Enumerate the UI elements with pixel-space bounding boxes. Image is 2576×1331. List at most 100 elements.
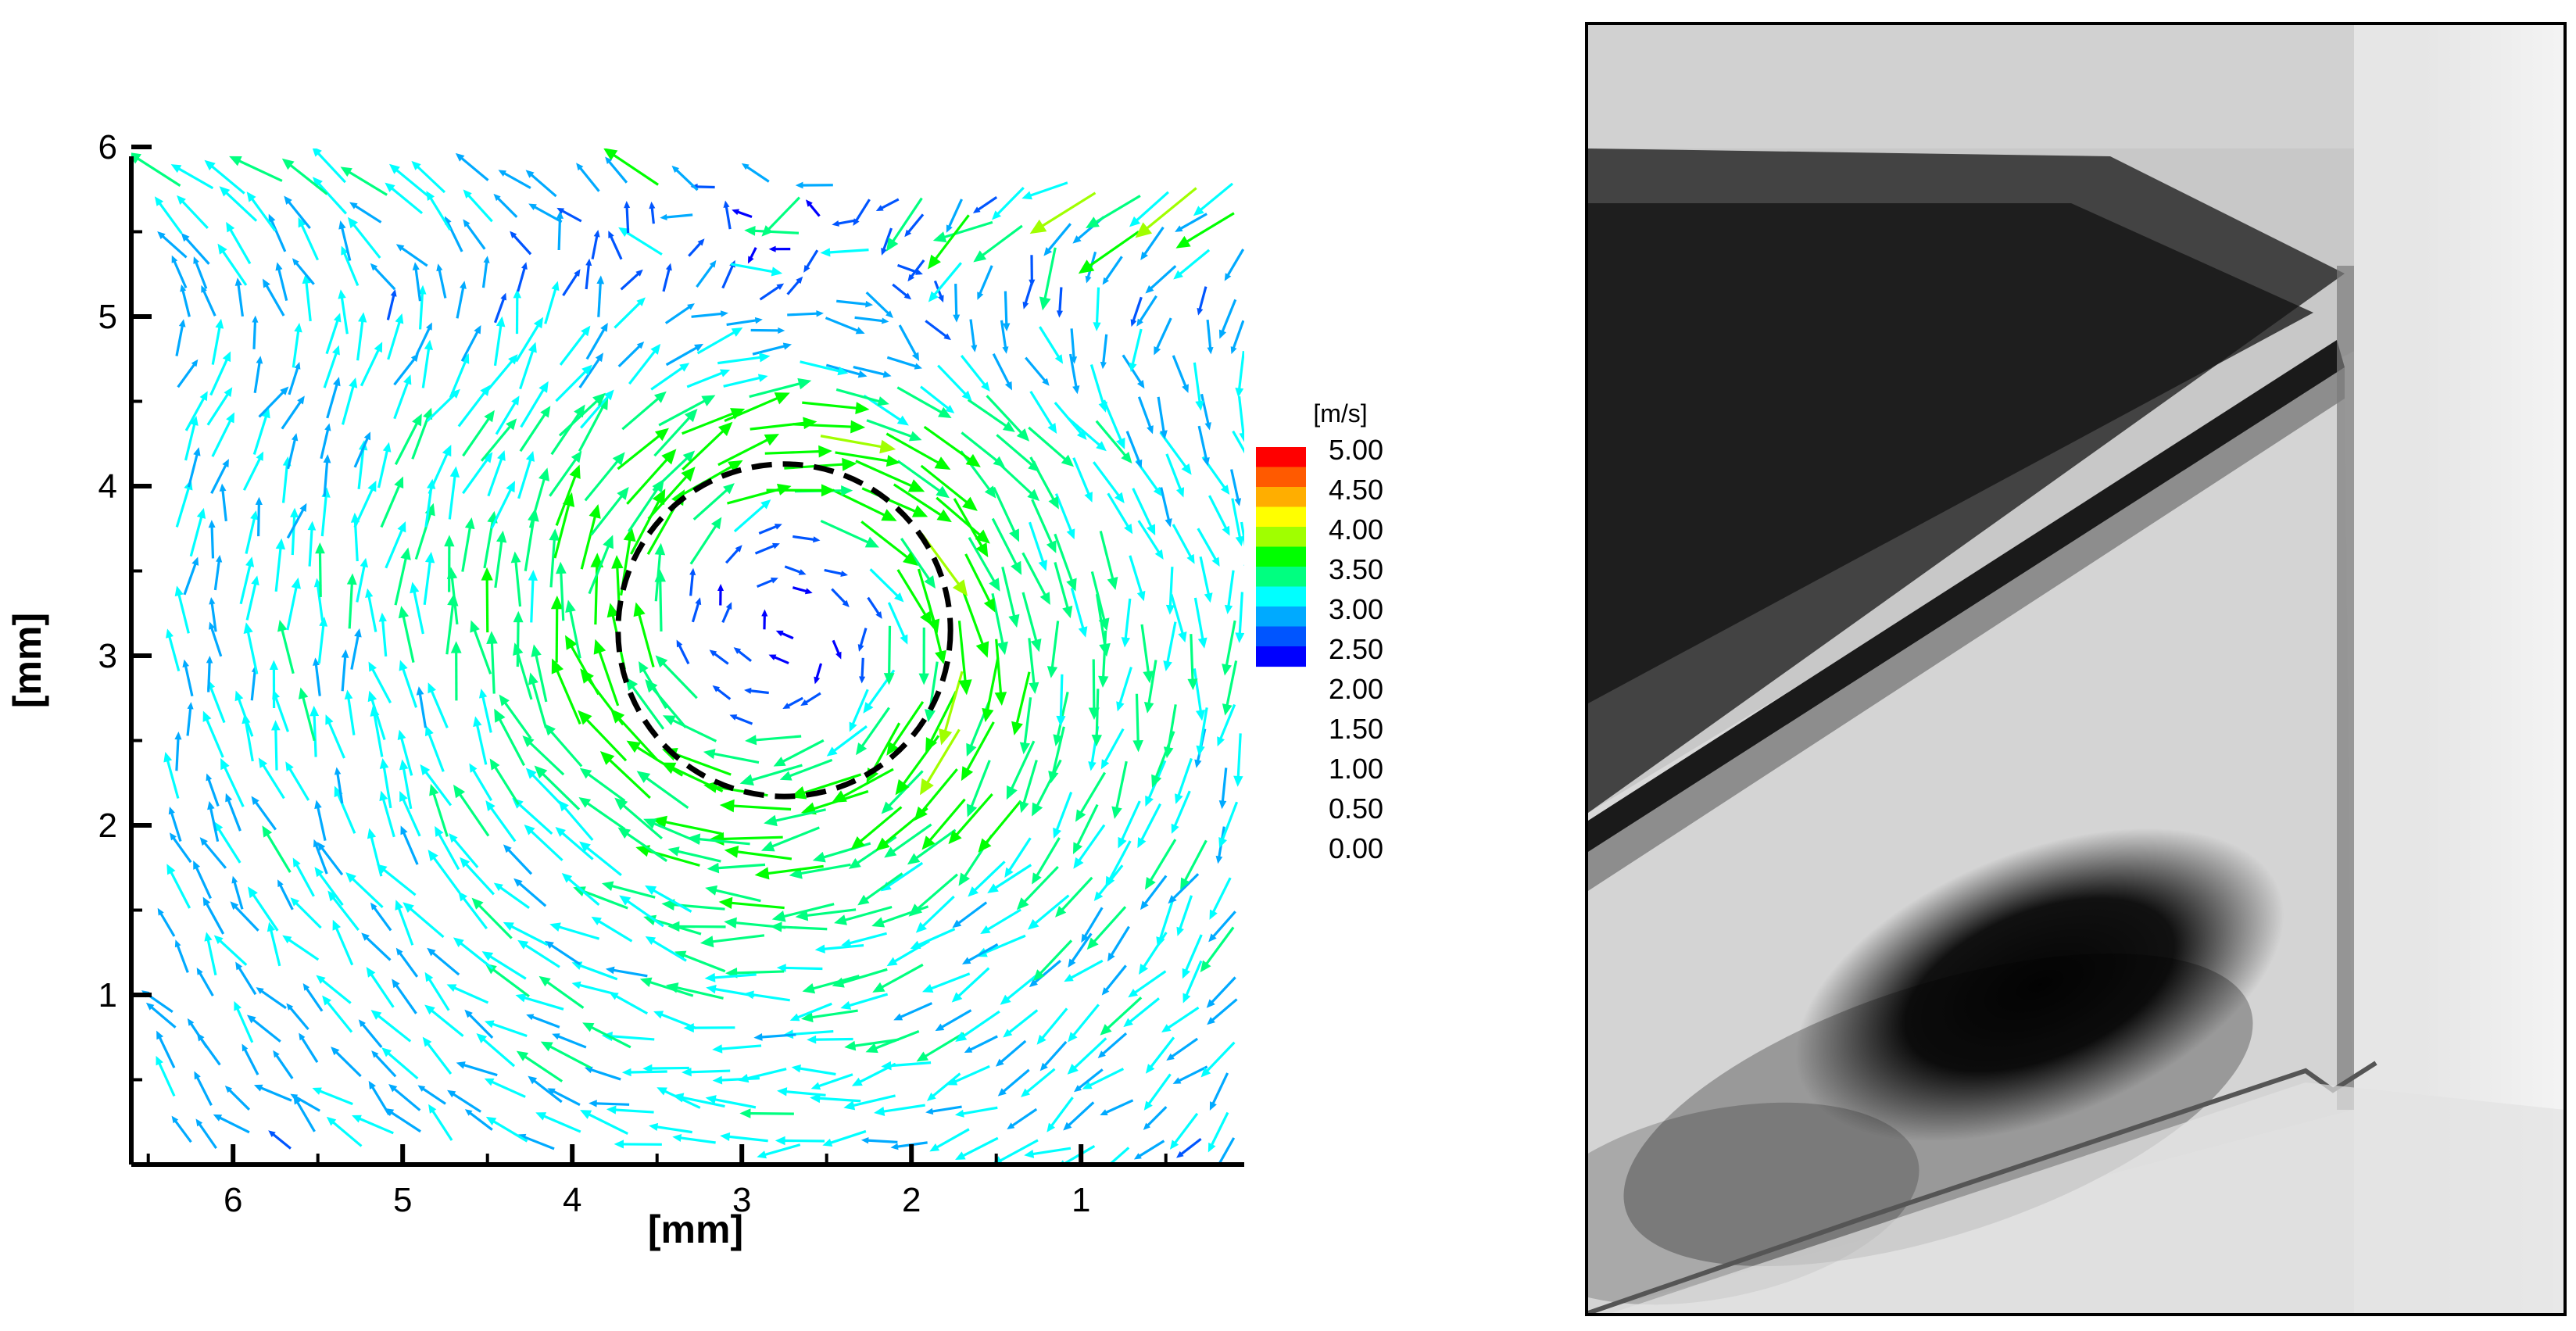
velocity-vector-head [919, 778, 934, 796]
velocity-vector-head [886, 454, 900, 467]
velocity-vector [1106, 840, 1132, 885]
velocity-vector [958, 1106, 998, 1116]
velocity-vector [182, 234, 210, 265]
velocity-vector-head [989, 578, 1000, 592]
velocity-vector [494, 195, 518, 218]
velocity-vector-head [422, 1036, 432, 1047]
velocity-vector-head [709, 832, 724, 846]
velocity-vector-head [1218, 837, 1227, 848]
velocity-vector-head [850, 420, 866, 434]
velocity-vector-head [975, 542, 989, 558]
velocity-vector [488, 1118, 528, 1143]
velocity-vector-head [593, 639, 606, 655]
velocity-vector [372, 1051, 397, 1078]
velocity-vector [824, 249, 869, 254]
velocity-vector-head [1107, 952, 1115, 962]
velocity-vector-head [464, 1109, 473, 1116]
velocity-vector [456, 283, 466, 319]
velocity-vector [208, 682, 226, 724]
velocity-vector-head [1153, 486, 1162, 496]
velocity-vector-head [1224, 604, 1233, 614]
velocity-vector-head [379, 758, 389, 769]
velocity-vector [1221, 767, 1228, 807]
velocity-vector-head [1182, 968, 1190, 979]
velocity-vector-head [450, 388, 460, 399]
velocity-vector-head [747, 256, 754, 264]
velocity-vector [421, 343, 431, 388]
velocity-vector-head [1204, 592, 1213, 603]
velocity-vector-head [291, 433, 299, 442]
velocity-vector-head [1042, 377, 1050, 386]
velocity-vector-head [302, 274, 311, 284]
velocity-vector [1007, 740, 1036, 796]
velocity-vector [429, 852, 461, 894]
velocity-vector [760, 864, 824, 876]
velocity-vector [1021, 552, 1050, 602]
velocity-vector [169, 809, 182, 842]
velocity-vector-head [298, 217, 306, 228]
velocity-vector [1183, 960, 1203, 1000]
flow-visualization-photo [1588, 23, 2565, 1313]
velocity-vector-head [589, 504, 601, 519]
velocity-vector [248, 194, 277, 232]
velocity-vector-head [712, 1044, 723, 1054]
velocity-vector [577, 164, 600, 192]
velocity-vector-head [661, 449, 677, 465]
velocity-vector-head [1235, 632, 1244, 643]
velocity-vector [1232, 430, 1244, 454]
velocity-vector [648, 886, 692, 913]
velocity-vector [481, 258, 488, 288]
velocity-vector-head [645, 885, 657, 896]
velocity-vector-head [1038, 560, 1048, 571]
velocity-vector-head [1078, 626, 1088, 638]
velocity-vector [748, 229, 800, 234]
velocity-vector [514, 800, 553, 835]
velocity-vector-head [316, 975, 326, 984]
velocity-vector [449, 1090, 481, 1113]
velocity-vector [341, 248, 360, 287]
velocity-vector [549, 533, 556, 588]
velocity-vector-head [1046, 666, 1058, 678]
velocity-vector-head [533, 317, 544, 329]
velocity-vector-head [347, 216, 358, 229]
velocity-vector [370, 903, 392, 932]
velocity-vector-head [1143, 671, 1154, 684]
velocity-vector [1179, 212, 1235, 247]
velocity-vector-head [243, 622, 253, 634]
velocity-vector-head [1088, 761, 1097, 771]
velocity-vector-head [966, 803, 978, 818]
velocity-vector [485, 356, 517, 392]
velocity-vector [937, 220, 993, 241]
velocity-vector-head [484, 1020, 495, 1029]
velocity-vector-head [349, 202, 358, 209]
velocity-vector [574, 982, 614, 995]
velocity-vector [1236, 733, 1242, 783]
velocity-vector [889, 939, 930, 965]
velocity-vector-head [402, 902, 414, 914]
velocity-vector [1172, 524, 1194, 562]
velocity-vector-head [571, 981, 581, 989]
velocity-vector [530, 574, 535, 623]
velocity-vector [964, 553, 994, 609]
velocity-vector [313, 710, 317, 757]
velocity-vector [1219, 299, 1237, 337]
velocity-vector-head [853, 218, 860, 227]
velocity-vector-head [857, 370, 868, 378]
velocity-vector [1208, 998, 1238, 1024]
velocity-vector [1107, 492, 1132, 531]
velocity-vector [995, 639, 1003, 701]
velocity-vector-head [643, 818, 657, 829]
velocity-vector-head [1100, 361, 1107, 370]
velocity-vector-head [361, 932, 370, 941]
velocity-vector-head [650, 343, 661, 355]
velocity-vector-head [798, 569, 807, 575]
velocity-vector-head [234, 1000, 242, 1011]
velocity-vector-head [174, 585, 184, 597]
velocity-vector-head [745, 735, 757, 746]
velocity-vector [485, 572, 489, 633]
velocity-vector-head [993, 456, 1005, 467]
velocity-vector [421, 767, 453, 807]
velocity-vector [924, 798, 966, 847]
velocity-vector [286, 764, 310, 801]
